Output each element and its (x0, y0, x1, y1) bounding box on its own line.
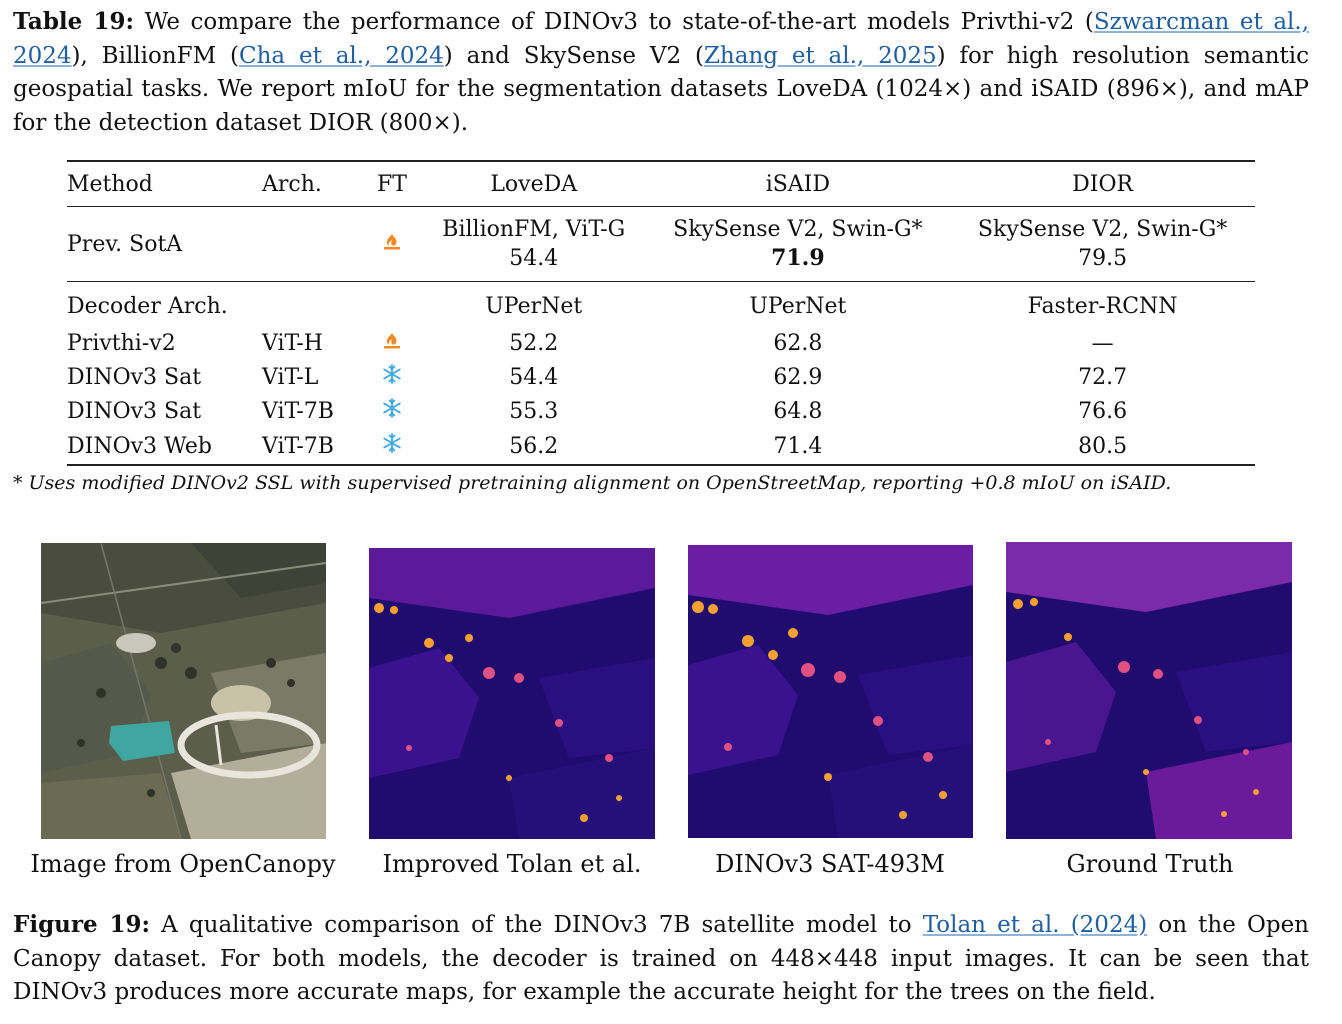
cell-loveda-model: BillionFM, ViT-G (442, 217, 626, 242)
heatmap-improved-tolan (369, 548, 655, 839)
panel-ground-truth (1006, 542, 1292, 839)
heatmap-ground-truth (1006, 542, 1292, 839)
snowflake-icon (383, 433, 401, 453)
cell-arch: ViT-7B (262, 428, 362, 466)
cell-arch: ViT-H (262, 330, 323, 356)
citation-link-zhang[interactable]: Zhang et al., 2025 (703, 42, 937, 69)
cell-method: DINOv3 Sat (67, 364, 202, 390)
citation-link-tolan[interactable]: Tolan et al. (2024) (922, 912, 1148, 938)
cell-loveda: 55.3 (509, 398, 559, 424)
cell-dior: 76.6 (1078, 398, 1128, 424)
heatmap-dinov3-sat (688, 545, 973, 838)
cell-loveda: 56.2 (422, 428, 646, 466)
cell-isaid-model: SkySense V2, Swin-G* (673, 217, 923, 242)
table-row: DINOv3 Sat ViT-L 54.4 62.9 72.7 (67, 360, 1255, 394)
cell-arch: ViT-L (262, 364, 319, 390)
table-row: DINOv3 Web ViT-7B 56.2 71.4 80.5 (67, 428, 1255, 466)
header-ft: FT (362, 160, 422, 207)
table-header-row: Method Arch. FT LoveDA iSAID DIOR (67, 160, 1255, 207)
citation-link-szwarcman[interactable]: Szwarcman et al., 2024 (13, 9, 1310, 69)
panel-label-dinov3-sat: DINOv3 SAT-493M (715, 850, 945, 878)
table-caption-label: Table 19: (13, 8, 135, 35)
cell-arch (262, 206, 362, 282)
cell-dior: 80.5 (950, 428, 1255, 466)
snowflake-icon (383, 364, 401, 384)
cell-isaid: 71.4 (645, 428, 951, 466)
cell-loveda: 52.2 (509, 330, 559, 356)
cell-dior-value: 79.5 (1078, 246, 1128, 271)
cell-loveda: 54.4 (509, 364, 559, 390)
panel-label-satellite: Image from OpenCanopy (30, 850, 336, 878)
results-table: Method Arch. FT LoveDA iSAID DIOR Prev. … (67, 160, 1255, 466)
table-caption: Table 19: We compare the performance of … (13, 5, 1309, 140)
table-row-prev-sota: Prev. SotA BillionFM, ViT-G 54.4 SkySense… (67, 206, 1255, 282)
panel-improved-tolan (369, 548, 655, 839)
cell-ft (362, 326, 422, 360)
cell-ft (362, 206, 422, 282)
panel-label-ground-truth: Ground Truth (1066, 850, 1234, 878)
fire-icon (384, 233, 400, 249)
cell-isaid: UPerNet (749, 293, 847, 319)
cell-method: Prev. SotA (67, 206, 262, 282)
cell-ft (362, 282, 422, 327)
table-row-decoder: Decoder Arch. UPerNet UPerNet Faster-RCN… (67, 282, 1255, 327)
cell-isaid: 62.9 (773, 364, 823, 390)
cell-isaid-value: 71.9 (771, 245, 825, 271)
cell-isaid: 62.8 (773, 330, 823, 356)
fire-icon (384, 332, 400, 348)
snowflake-icon (383, 398, 401, 418)
panel-dinov3-sat (688, 545, 973, 838)
cell-arch: ViT-7B (262, 398, 334, 424)
satellite-image (41, 543, 326, 839)
cell-dior: 72.7 (1078, 364, 1128, 390)
cell-loveda: BillionFM, ViT-G 54.4 (422, 206, 646, 282)
panel-satellite-image (41, 543, 326, 839)
cell-ft (362, 394, 422, 428)
figure-caption-text: on the Open Canopy dataset. For both mod… (13, 912, 1309, 1005)
cell-dior: — (1091, 330, 1114, 356)
cell-dior: SkySense V2, Swin-G* 79.5 (950, 206, 1255, 282)
header-isaid: iSAID (645, 160, 951, 207)
header-loveda: LoveDA (422, 160, 646, 207)
cell-isaid: 64.8 (773, 398, 823, 424)
cell-loveda-value: 54.4 (509, 246, 559, 271)
cell-isaid: SkySense V2, Swin-G* 71.9 (645, 206, 951, 282)
table-caption-text: ) and SkySense V2 ( (443, 42, 704, 69)
cell-ft (362, 360, 422, 394)
cell-dior-model: SkySense V2, Swin-G* (977, 217, 1228, 242)
header-arch: Arch. (262, 160, 362, 207)
cell-method: Privthi-v2 (67, 330, 176, 356)
figure-caption: Figure 19: A qualitative comparison of t… (13, 908, 1309, 1010)
cell-method: DINOv3 Web (67, 428, 262, 466)
table-caption-text: ) for high resolution semantic geospatia… (13, 42, 1309, 136)
cell-ft (362, 428, 422, 466)
header-dior: DIOR (950, 160, 1255, 207)
figure-caption-label: Figure 19: (13, 911, 150, 938)
table-row: DINOv3 Sat ViT-7B 55.3 64.8 76.6 (67, 394, 1255, 428)
table-row: Privthi-v2 ViT-H 52.2 62.8 — (67, 326, 1255, 360)
panel-label-improved-tolan: Improved Tolan et al. (382, 850, 642, 878)
cell-method: Decoder Arch. (67, 293, 228, 319)
cell-dior: Faster-RCNN (1027, 293, 1178, 319)
cell-method: DINOv3 Sat (67, 398, 202, 424)
table-caption-text: ), BillionFM ( (71, 42, 240, 69)
header-method: Method (67, 160, 262, 207)
figure-caption-text: A qualitative comparison of the DINOv3 7… (161, 912, 923, 938)
cell-arch (262, 282, 362, 327)
table-footnote: * Uses modified DINOv2 SSL with supervis… (13, 472, 1172, 494)
table-caption-text: We compare the performance of DINOv3 to … (144, 9, 1094, 35)
cell-loveda: UPerNet (485, 293, 583, 319)
citation-link-cha[interactable]: Cha et al., 2024 (239, 42, 444, 69)
